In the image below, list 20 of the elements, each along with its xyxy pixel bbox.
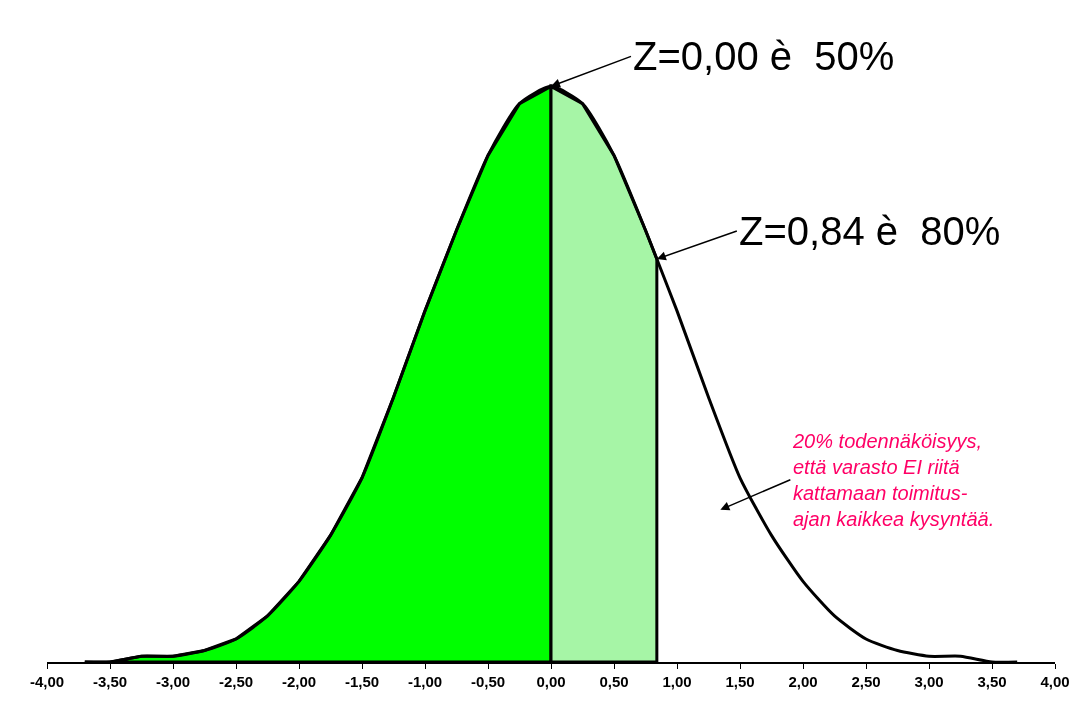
x-tick-label: -2,50 bbox=[218, 673, 254, 690]
x-tick-label: 4,00 bbox=[1040, 673, 1070, 690]
x-tick-label: 1,50 bbox=[725, 673, 755, 690]
x-tick-label: -0,50 bbox=[470, 673, 506, 690]
x-tick-label: -4,00 bbox=[29, 673, 65, 690]
annotation: Z=0,84 è 80% bbox=[739, 209, 1001, 253]
x-tick-label: -2,00 bbox=[281, 673, 317, 690]
x-tick-label: -3,50 bbox=[92, 673, 128, 690]
x-tick-label: 3,00 bbox=[914, 673, 944, 690]
annotation: Z=0,00 è 50% bbox=[633, 34, 895, 78]
x-tick-label: -1,00 bbox=[407, 673, 443, 690]
x-tick-label: 2,00 bbox=[788, 673, 818, 690]
x-tick-label: -1,50 bbox=[344, 673, 380, 690]
x-tick-label: 0,50 bbox=[599, 673, 629, 690]
x-tick-label: -3,00 bbox=[155, 673, 191, 690]
annotation: 20% todennäköisyys, että varasto EI riitä kattamaan toimitus- ajan kaikkea kysyntää. bbox=[792, 430, 995, 530]
x-tick-label: 0,00 bbox=[536, 673, 566, 690]
x-tick-label: 2,50 bbox=[851, 673, 881, 690]
x-tick-label: 3,50 bbox=[977, 673, 1007, 690]
x-tick-label: 1,00 bbox=[662, 673, 692, 690]
